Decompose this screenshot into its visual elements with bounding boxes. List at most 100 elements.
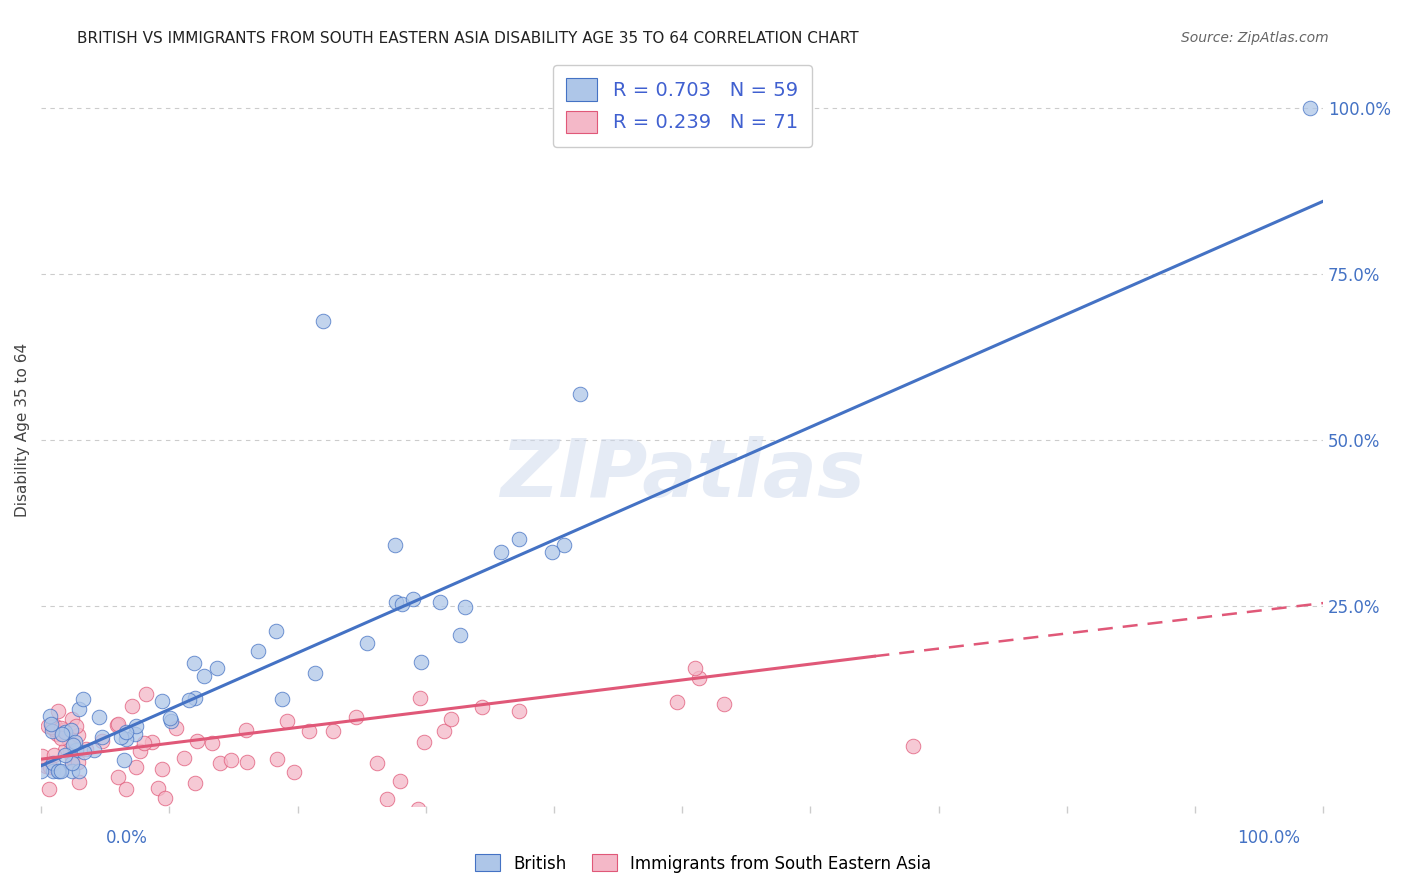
Point	[409, 655, 432, 669]
Point	[51, 727, 73, 741]
Point	[141, 735, 163, 749]
Point	[39, 717, 62, 731]
Point	[266, 752, 288, 766]
Point	[449, 628, 471, 642]
Point	[49, 721, 72, 735]
Point	[41, 720, 63, 734]
Point	[114, 725, 136, 739]
Point	[235, 755, 257, 769]
Point	[49, 731, 72, 745]
Point	[713, 697, 735, 711]
Text: BRITISH VS IMMIGRANTS FROM SOUTH EASTERN ASIA DISABILITY AGE 35 TO 64 CORRELATIO: BRITISH VS IMMIGRANTS FROM SOUTH EASTERN…	[77, 31, 859, 46]
Point	[685, 660, 707, 674]
Point	[271, 691, 294, 706]
Y-axis label: Disability Age 35 to 64: Disability Age 35 to 64	[15, 343, 30, 517]
Point	[384, 594, 406, 608]
Point	[184, 690, 207, 705]
Point	[384, 538, 406, 552]
Point	[247, 644, 270, 658]
Point	[165, 721, 187, 735]
Point	[508, 704, 530, 718]
Point	[38, 708, 60, 723]
Point	[1299, 101, 1322, 115]
Point	[66, 755, 89, 769]
Point	[44, 723, 66, 737]
Point	[58, 733, 80, 747]
Point	[41, 724, 63, 739]
Point	[153, 791, 176, 805]
Point	[264, 624, 287, 639]
Point	[901, 739, 924, 753]
Point	[304, 665, 326, 680]
Point	[63, 735, 86, 749]
Point	[489, 545, 512, 559]
Point	[60, 756, 83, 771]
Point	[62, 738, 84, 752]
Point	[48, 764, 70, 778]
Point	[454, 600, 477, 615]
Point	[148, 780, 170, 795]
Point	[124, 727, 146, 741]
Point	[60, 755, 83, 769]
Point	[298, 723, 321, 738]
Point	[31, 749, 53, 764]
Point	[115, 782, 138, 797]
Point	[72, 692, 94, 706]
Point	[408, 690, 430, 705]
Point	[87, 710, 110, 724]
Point	[235, 723, 257, 738]
Point	[688, 671, 710, 685]
Point	[67, 764, 90, 778]
Point	[62, 751, 84, 765]
Point	[72, 745, 94, 759]
Point	[219, 753, 242, 767]
Point	[90, 730, 112, 744]
Point	[114, 732, 136, 747]
Point	[356, 635, 378, 649]
Point	[408, 802, 430, 816]
Point	[346, 710, 368, 724]
Point	[471, 699, 494, 714]
Point	[433, 724, 456, 739]
Point	[49, 764, 72, 778]
Point	[66, 728, 89, 742]
Point	[440, 712, 463, 726]
Point	[59, 723, 82, 737]
Point	[59, 744, 82, 758]
Point	[65, 743, 87, 757]
Point	[568, 387, 591, 401]
Point	[37, 719, 59, 733]
Legend: British, Immigrants from South Eastern Asia: British, Immigrants from South Eastern A…	[468, 847, 938, 880]
Point	[201, 736, 224, 750]
Point	[186, 734, 208, 748]
Point	[391, 598, 413, 612]
Point	[553, 539, 575, 553]
Point	[105, 717, 128, 731]
Point	[44, 748, 66, 763]
Point	[193, 669, 215, 683]
Point	[135, 687, 157, 701]
Point	[110, 731, 132, 745]
Point	[44, 719, 66, 733]
Point	[46, 727, 69, 741]
Point	[38, 760, 60, 774]
Point	[413, 734, 436, 748]
Text: 0.0%: 0.0%	[105, 829, 148, 847]
Point	[366, 756, 388, 771]
Point	[184, 776, 207, 790]
Point	[150, 763, 173, 777]
Point	[53, 743, 76, 757]
Point	[283, 764, 305, 779]
Point	[508, 532, 530, 546]
Point	[46, 764, 69, 778]
Text: 100.0%: 100.0%	[1237, 829, 1301, 847]
Point	[401, 591, 423, 606]
Point	[53, 748, 76, 763]
Point	[312, 314, 335, 328]
Point	[209, 756, 232, 771]
Point	[129, 744, 152, 758]
Point	[53, 724, 76, 739]
Point	[159, 714, 181, 728]
Point	[30, 764, 52, 778]
Point	[49, 726, 72, 740]
